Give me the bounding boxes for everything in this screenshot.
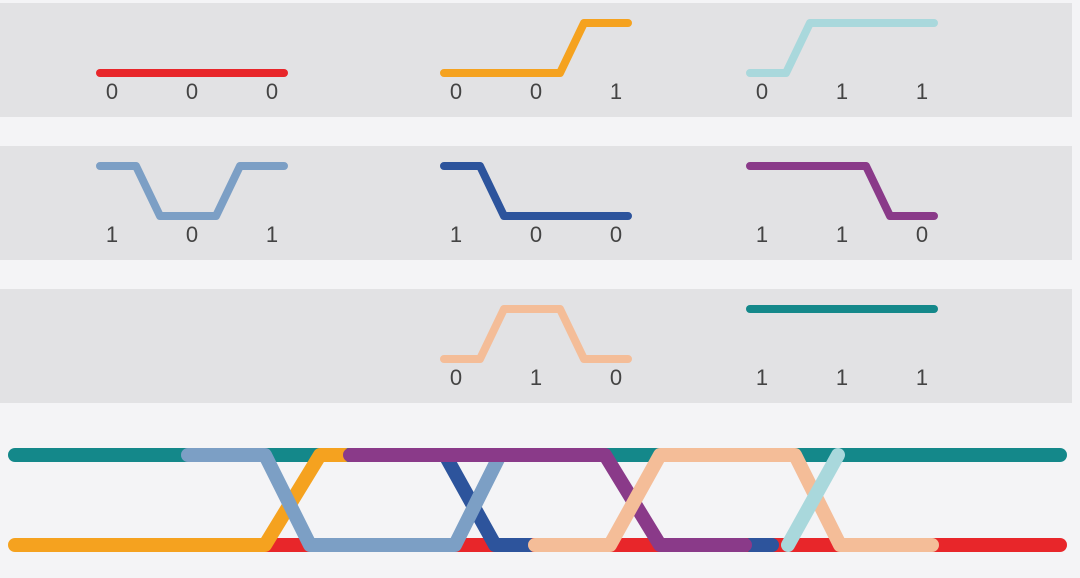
bit-label: 0 <box>610 365 622 390</box>
band <box>0 146 1072 260</box>
bit-label: 0 <box>756 79 768 104</box>
trace <box>781 448 845 552</box>
bit-label: 1 <box>836 222 848 247</box>
waveform <box>96 162 288 220</box>
bit-label: 1 <box>836 79 848 104</box>
waveform <box>440 162 632 220</box>
trace <box>438 448 779 552</box>
waveform <box>440 19 632 77</box>
waveform <box>746 19 938 77</box>
trace <box>181 448 507 552</box>
trace <box>528 448 939 552</box>
eye-diagram <box>8 448 1067 552</box>
bit-label: 1 <box>530 365 542 390</box>
bit-label: 0 <box>450 365 462 390</box>
bit-label: 1 <box>266 222 278 247</box>
trace <box>343 448 752 552</box>
bit-label: 0 <box>186 79 198 104</box>
waveforms: 0 0 0 0 0 1 0 1 1 1 0 1 1 0 0 1 1 0 0 1 0 1 1 1 <box>96 19 938 390</box>
bit-label: 0 <box>530 222 542 247</box>
bit-label: 1 <box>106 222 118 247</box>
bit-label: 0 <box>186 222 198 247</box>
bit-label: 1 <box>756 222 768 247</box>
bit-label: 1 <box>916 79 928 104</box>
bit-label: 0 <box>610 222 622 247</box>
bit-label: 0 <box>450 79 462 104</box>
bit-label: 1 <box>756 365 768 390</box>
bit-label: 1 <box>450 222 462 247</box>
bit-label: 1 <box>916 365 928 390</box>
bit-label: 0 <box>266 79 278 104</box>
bit-label: 1 <box>610 79 622 104</box>
bit-label: 0 <box>530 79 542 104</box>
waveform <box>746 162 938 220</box>
bit-label: 0 <box>916 222 928 247</box>
bit-label: 1 <box>836 365 848 390</box>
waveform <box>440 305 632 363</box>
bit-label: 0 <box>106 79 118 104</box>
